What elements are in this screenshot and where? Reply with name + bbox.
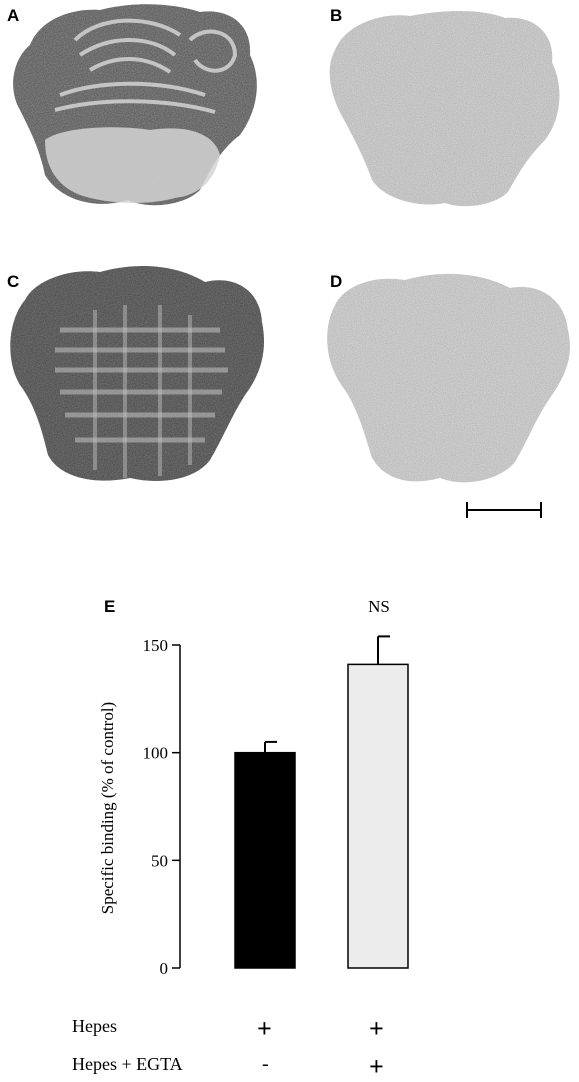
bar <box>234 751 296 969</box>
brain-section-c <box>10 266 265 481</box>
panel-label-e: E <box>104 597 116 616</box>
brain-section-a <box>13 4 257 206</box>
panel-label-a: A <box>7 6 20 25</box>
y-axis: 0 50 100 150 <box>143 636 181 978</box>
sign-egta-bar2: + <box>369 1052 384 1081</box>
bar-chart: 0 50 100 150 Specific binding (% of control… <box>98 597 409 978</box>
row-label-hepes: Hepes <box>72 1016 117 1036</box>
bars <box>234 635 409 969</box>
scale-bar <box>466 502 542 518</box>
panel-label-c: C <box>7 272 20 291</box>
brain-section-b <box>329 11 560 207</box>
sign-hepes-bar1: + <box>257 1014 272 1043</box>
autoradiograph-figure <box>10 4 570 518</box>
y-tick-label: 100 <box>143 744 169 763</box>
bar <box>347 663 409 969</box>
sign-hepes-bar2: + <box>369 1014 384 1043</box>
row-label-hepes-egta: Hepes + EGTA <box>72 1054 183 1074</box>
sign-egta-bar1: - <box>262 1053 269 1075</box>
panel-label-d: D <box>330 272 343 291</box>
y-axis-label: Specific binding (% of control) <box>98 702 117 914</box>
y-tick-label: 50 <box>151 851 168 870</box>
brain-section-d <box>327 273 570 483</box>
panel-label-b: B <box>330 6 343 25</box>
y-tick-label: 150 <box>143 636 169 655</box>
significance-annotation: NS <box>368 597 390 616</box>
y-tick-label: 0 <box>160 959 169 978</box>
